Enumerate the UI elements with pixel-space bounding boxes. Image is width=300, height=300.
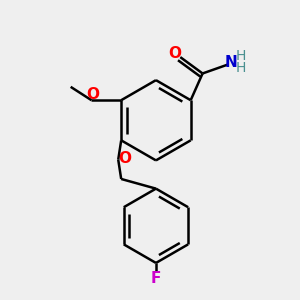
Text: H: H [235, 49, 245, 63]
Text: O: O [168, 46, 182, 61]
Text: N: N [225, 55, 238, 70]
Text: O: O [118, 151, 131, 166]
Text: H: H [235, 61, 245, 74]
Text: F: F [151, 272, 161, 286]
Text: O: O [86, 87, 100, 102]
